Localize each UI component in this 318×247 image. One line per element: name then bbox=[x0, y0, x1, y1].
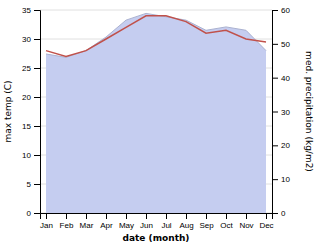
tick-mark bbox=[34, 126, 40, 127]
tick: 10 bbox=[22, 151, 40, 160]
y-axis: 0 5 10 15 20 25 30 35 bbox=[22, 6, 40, 218]
tick-label: 15 bbox=[22, 122, 31, 131]
axis-line bbox=[41, 214, 273, 220]
x-axis: Jan Feb Mar Apr May Jun Jul Aug Sep Oct Nov Dec bbox=[40, 213, 274, 230]
tick: 30 bbox=[272, 108, 290, 117]
tick-label: Aug bbox=[179, 221, 193, 230]
tick-label: Jul bbox=[161, 221, 171, 230]
tick-label: 60 bbox=[281, 6, 290, 15]
tick-label: 30 bbox=[281, 108, 290, 117]
tick-label: 20 bbox=[22, 93, 31, 102]
tick-mark bbox=[272, 145, 278, 146]
tick-mark bbox=[246, 213, 247, 219]
tick-mark bbox=[34, 155, 40, 156]
area bbox=[46, 13, 266, 213]
tick-mark bbox=[146, 213, 147, 219]
axis-line bbox=[34, 11, 41, 214]
tick-mark bbox=[272, 44, 278, 45]
tick-label: Sep bbox=[199, 221, 214, 230]
tick-label: 35 bbox=[22, 6, 31, 15]
tick-mark bbox=[34, 10, 40, 11]
tick-label: 10 bbox=[22, 151, 31, 160]
tick: Mar bbox=[80, 213, 94, 230]
tick-label: May bbox=[119, 221, 134, 230]
x-axis-title: date (month) bbox=[123, 233, 190, 243]
tick-mark bbox=[206, 213, 207, 219]
tick: 5 bbox=[27, 180, 40, 189]
tick: 15 bbox=[22, 122, 40, 131]
tick-label: 20 bbox=[281, 141, 290, 150]
tick: 25 bbox=[22, 64, 40, 73]
tick: Jul bbox=[161, 213, 171, 230]
tick-mark bbox=[166, 213, 167, 219]
tick: 10 bbox=[272, 175, 290, 184]
chart: Jan Feb Mar Apr May Jun Jul Aug Sep Oct Nov Dec 0 5 10… bbox=[0, 0, 318, 247]
grid bbox=[40, 10, 272, 213]
tick-label: 25 bbox=[22, 64, 31, 73]
tick-label: Oct bbox=[220, 221, 233, 230]
tick-mark bbox=[106, 213, 107, 219]
tick-mark bbox=[272, 10, 278, 11]
tick-mark bbox=[34, 68, 40, 69]
tick-mark bbox=[272, 112, 278, 113]
tick-mark bbox=[272, 179, 278, 180]
axis-line bbox=[273, 11, 279, 214]
tick-mark bbox=[272, 213, 278, 214]
tick-mark bbox=[126, 213, 127, 219]
y2-axis-title: med. precipitation (kg/m2) bbox=[304, 51, 314, 172]
tick-mark bbox=[34, 39, 40, 40]
tick: 40 bbox=[272, 74, 290, 83]
tick: 0 bbox=[272, 209, 286, 218]
tick: Apr bbox=[100, 213, 113, 230]
tick: Jan bbox=[40, 213, 53, 230]
tick-label: 0 bbox=[27, 209, 32, 218]
tick-mark bbox=[226, 213, 227, 219]
marks bbox=[46, 13, 266, 213]
tick-mark bbox=[34, 213, 40, 214]
tick-label: Jan bbox=[40, 221, 53, 230]
tick-label: Apr bbox=[100, 221, 113, 230]
tick-mark bbox=[266, 213, 267, 219]
tick-label: 0 bbox=[281, 209, 286, 218]
tick: Feb bbox=[60, 213, 74, 230]
tick: 60 bbox=[272, 6, 290, 15]
tick-mark bbox=[46, 213, 47, 219]
y-axis-title: max temp (C) bbox=[3, 80, 13, 142]
tick-label: 40 bbox=[281, 74, 290, 83]
tick-mark bbox=[86, 213, 87, 219]
tick: Aug bbox=[179, 213, 193, 230]
tick: Sep bbox=[199, 213, 214, 230]
y2-axis: 0 10 20 30 40 50 60 bbox=[272, 6, 290, 218]
tick: 0 bbox=[27, 209, 40, 218]
tick: 30 bbox=[22, 35, 40, 44]
tick: Nov bbox=[239, 213, 253, 230]
tick-label: 10 bbox=[281, 175, 290, 184]
tick-mark bbox=[272, 78, 278, 79]
tick: 35 bbox=[22, 6, 40, 15]
tick: 20 bbox=[272, 141, 290, 150]
tick-label: Nov bbox=[239, 221, 253, 230]
tick-mark bbox=[34, 97, 40, 98]
tick: May bbox=[119, 213, 134, 230]
area-outline bbox=[46, 13, 266, 57]
tick-mark bbox=[186, 213, 187, 219]
tick-label: 5 bbox=[27, 180, 32, 189]
tick-label: Mar bbox=[80, 221, 94, 230]
tick: 20 bbox=[22, 93, 40, 102]
plot: Jan Feb Mar Apr May Jun Jul Aug Sep Oct Nov Dec 0 5 10… bbox=[22, 6, 290, 230]
tick-mark bbox=[34, 184, 40, 185]
tick: Jun bbox=[140, 213, 153, 230]
tick-label: Dec bbox=[259, 221, 273, 230]
tick: Oct bbox=[220, 213, 233, 230]
tick: 50 bbox=[272, 40, 290, 49]
tick: Dec bbox=[259, 213, 273, 230]
tick-label: Feb bbox=[60, 221, 74, 230]
tick-label: 30 bbox=[22, 35, 31, 44]
tick-label: 50 bbox=[281, 40, 290, 49]
grid-line bbox=[40, 10, 272, 11]
tick-mark bbox=[66, 213, 67, 219]
tick-label: Jun bbox=[140, 221, 153, 230]
line bbox=[46, 16, 266, 57]
